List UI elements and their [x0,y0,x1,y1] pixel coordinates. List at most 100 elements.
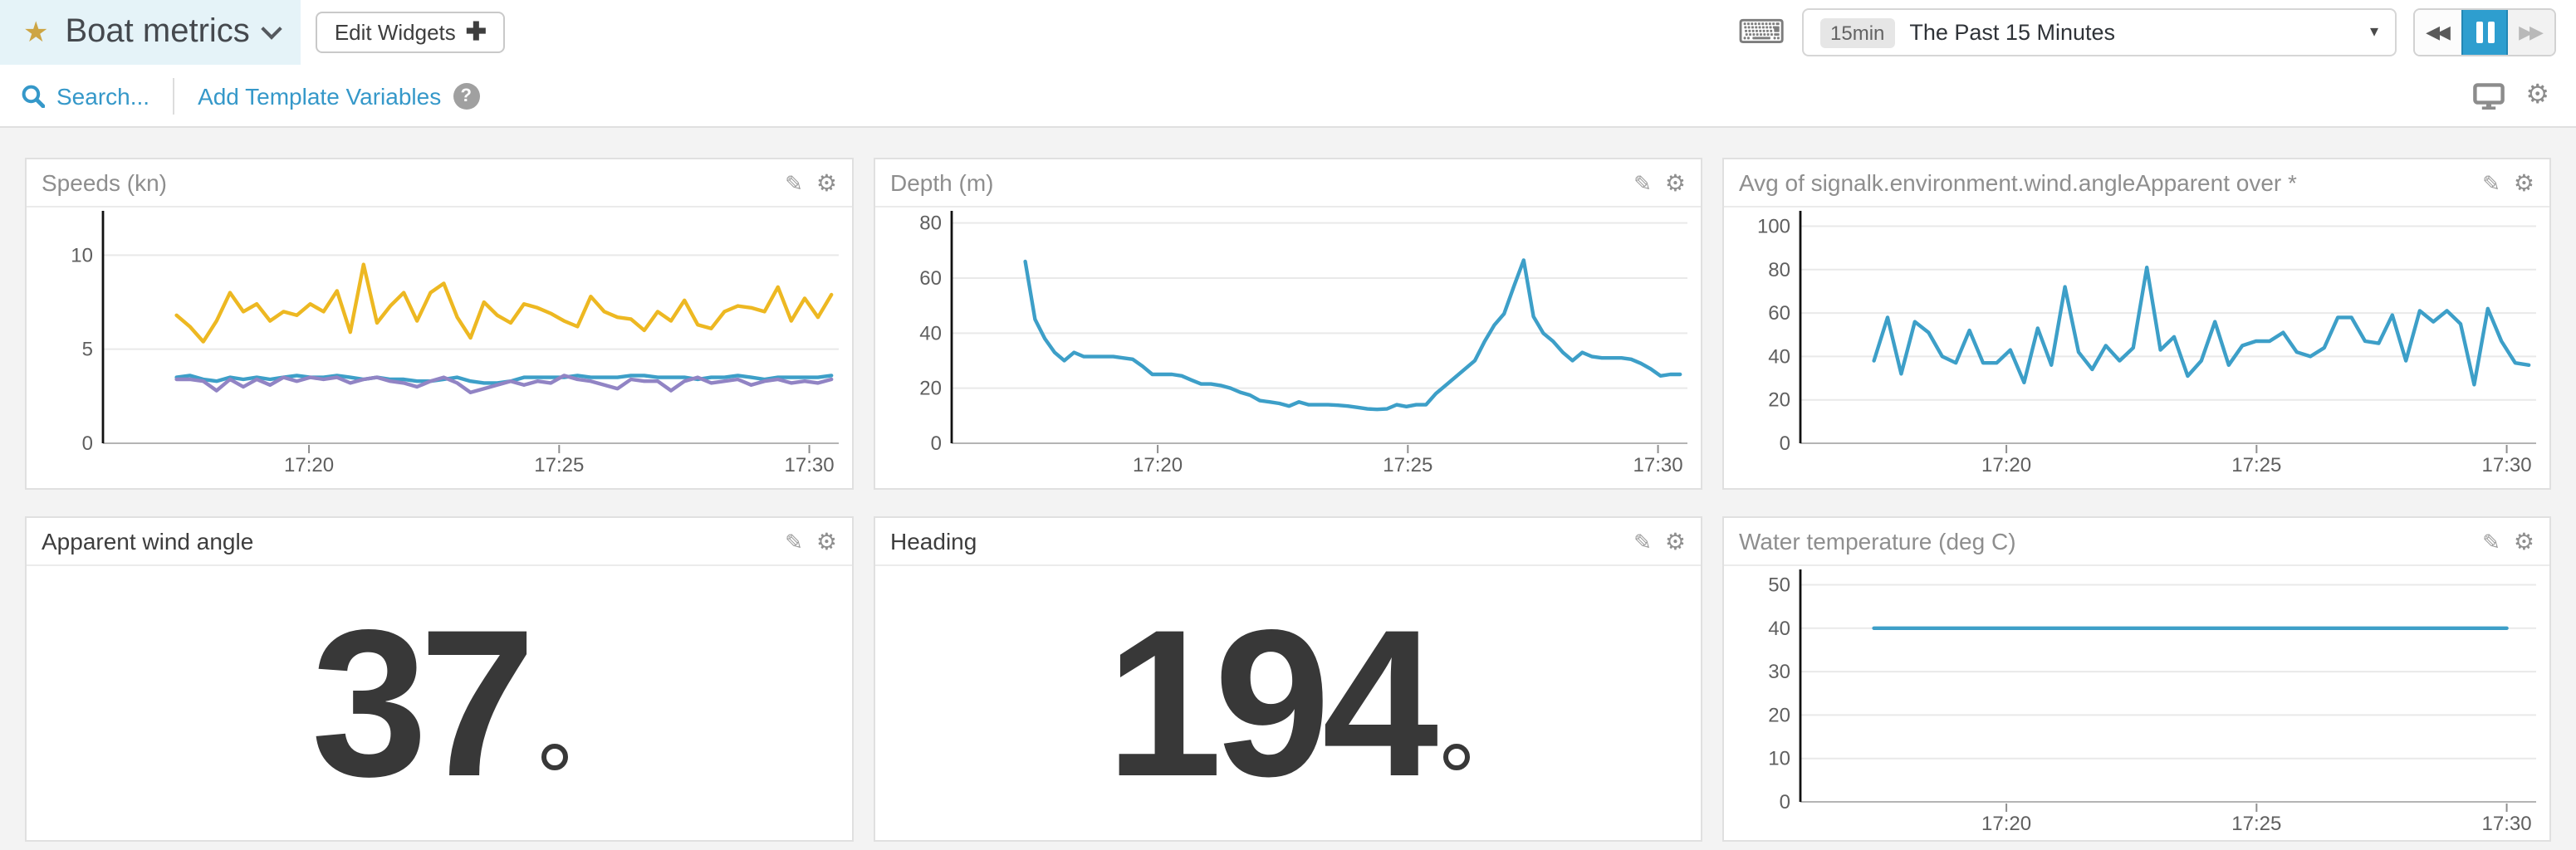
time-range-badge: 15min [1820,17,1895,47]
svg-text:17:25: 17:25 [2231,813,2281,835]
chart-svg[interactable]: 0 10 20 30 40 50 17:20 17:25 17:30 [1724,566,2549,842]
search-button[interactable]: Search... [22,82,149,109]
panel-header-icons: ✎ ⚙ [785,530,837,553]
panel-header: Heading ✎ ⚙ [875,518,1701,566]
panel-body: 194 [875,566,1701,840]
sub-toolbar: Search... Add Template Variables ? ⚙ [0,65,2576,128]
favorite-star-icon[interactable]: ★ [23,17,49,48]
panel-header: Apparent wind angle ✎ ⚙ [27,518,852,566]
chart-svg[interactable]: 0 5 10 17:20 17:25 17:30 [27,208,852,490]
panel-header: Speeds (kn) ✎ ⚙ [27,159,852,208]
edit-pencil-icon[interactable]: ✎ [2482,529,2500,554]
playback-button-group: ◀◀ ▶▶ [2413,8,2556,56]
svg-text:17:30: 17:30 [2482,454,2532,476]
time-range-label: The Past 15 Minutes [1909,20,2116,45]
dashboard-settings-gear-icon[interactable]: ⚙ [2525,81,2549,109]
panel-title: Water temperature (deg C) [1739,528,2016,554]
degree-symbol [541,743,568,769]
time-range-dropdown[interactable]: 15min The Past 15 Minutes ▾ [1802,8,2397,56]
svg-text:0: 0 [931,432,942,455]
dashboard-panel: Apparent wind angle ✎ ⚙ 37 [25,516,854,842]
panel-header-icons: ✎ ⚙ [2482,530,2534,553]
svg-text:17:25: 17:25 [534,454,584,476]
svg-text:17:20: 17:20 [1133,454,1183,476]
panel-title: Heading [890,528,977,554]
svg-text:17:25: 17:25 [2231,454,2281,476]
svg-text:60: 60 [919,267,942,290]
svg-text:30: 30 [1768,661,1790,683]
edit-widgets-label: Edit Widgets [334,20,456,45]
svg-text:17:25: 17:25 [1383,454,1432,476]
panel-body: 0 20 40 60 80 17:20 17:25 17:30 [875,208,1701,490]
edit-pencil-icon[interactable]: ✎ [1633,170,1652,195]
help-icon[interactable]: ? [453,82,480,109]
svg-text:80: 80 [1768,259,1790,281]
edit-widgets-button[interactable]: Edit Widgets ✚ [316,12,505,53]
svg-text:20: 20 [1768,389,1790,412]
chevron-down-icon [262,17,283,39]
dashboard-title: Boat metrics [65,13,250,50]
rewind-button[interactable]: ◀◀ [2415,10,2461,55]
dashboard-panel: Water temperature (deg C) ✎ ⚙ 0 10 20 30 40 5… [1722,516,2551,842]
panel-title: Depth (m) [890,169,994,196]
panel-body: 0 20 40 60 80 100 17:20 17:25 17:30 [1724,208,2549,490]
edit-pencil-icon[interactable]: ✎ [2482,170,2500,195]
divider [173,77,175,114]
chart-svg[interactable]: 0 20 40 60 80 100 17:20 17:25 17:30 [1724,208,2549,490]
add-template-variables-link[interactable]: Add Template Variables [198,82,442,109]
svg-text:17:30: 17:30 [2482,813,2532,835]
panel-settings-gear-icon[interactable]: ⚙ [815,528,837,554]
chart-svg[interactable]: 0 20 40 60 80 17:20 17:25 17:30 [875,208,1701,490]
svg-text:0: 0 [1780,791,1790,813]
dashboard-panel: Depth (m) ✎ ⚙ 0 20 40 60 80 17:20 17:25 17:30 [874,158,1702,490]
svg-text:0: 0 [1780,432,1790,455]
dashboard-panel: Avg of signalk.environment.wind.angleApp… [1722,158,2551,490]
fast-forward-button[interactable]: ▶▶ [2508,10,2554,55]
panel-header-icons: ✎ ⚙ [785,171,837,194]
edit-pencil-icon[interactable]: ✎ [785,170,803,195]
single-stat: 194 [875,566,1701,840]
search-label: Search... [56,82,150,109]
panel-header: Avg of signalk.environment.wind.angleApp… [1724,159,2549,208]
svg-text:100: 100 [1757,215,1790,237]
panel-settings-gear-icon[interactable]: ⚙ [2513,528,2534,554]
dashboard-grid: Speeds (kn) ✎ ⚙ 0 5 10 17:20 17:25 17:30 Dept… [0,128,2576,842]
panel-header: Water temperature (deg C) ✎ ⚙ [1724,518,2549,566]
edit-pencil-icon[interactable]: ✎ [785,529,803,554]
panel-header-icons: ✎ ⚙ [1633,530,1686,553]
svg-text:10: 10 [71,244,93,266]
panel-header: Depth (m) ✎ ⚙ [875,159,1701,208]
dashboard-title-dropdown[interactable]: ★ Boat metrics [0,0,301,65]
svg-text:20: 20 [1768,704,1790,726]
svg-text:17:20: 17:20 [1981,454,2031,476]
svg-text:17:20: 17:20 [284,454,334,476]
dashboard-panel: Speeds (kn) ✎ ⚙ 0 5 10 17:20 17:25 17:30 [25,158,854,490]
svg-text:60: 60 [1768,302,1790,325]
top-bar: ★ Boat metrics Edit Widgets ✚ ⌨ 15min Th… [0,0,2576,65]
svg-text:17:30: 17:30 [785,454,835,476]
panel-settings-gear-icon[interactable]: ⚙ [815,169,837,196]
svg-text:40: 40 [919,322,942,344]
time-controls: ⌨ 15min The Past 15 Minutes ▾ ◀◀ ▶▶ [1737,8,2556,56]
panel-settings-gear-icon[interactable]: ⚙ [1664,169,1686,196]
plus-icon: ✚ [465,18,487,46]
panel-header-icons: ✎ ⚙ [1633,171,1686,194]
svg-text:50: 50 [1768,574,1790,596]
panel-body: 37 [27,566,852,840]
svg-text:80: 80 [919,212,942,235]
degree-symbol [1443,743,1471,769]
presentation-monitor-icon[interactable] [2472,82,2505,109]
search-icon [22,84,45,107]
single-stat: 37 [27,566,852,840]
panel-settings-gear-icon[interactable]: ⚙ [2513,169,2534,196]
view-options: ⚙ [2472,81,2549,109]
svg-text:0: 0 [82,432,93,455]
pause-button[interactable] [2461,10,2508,55]
keyboard-shortcuts-icon[interactable]: ⌨ [1737,14,1785,51]
panel-settings-gear-icon[interactable]: ⚙ [1664,528,1686,554]
svg-text:5: 5 [82,339,93,361]
edit-pencil-icon[interactable]: ✎ [1633,529,1652,554]
svg-text:40: 40 [1768,618,1790,640]
svg-text:17:20: 17:20 [1981,813,2031,835]
